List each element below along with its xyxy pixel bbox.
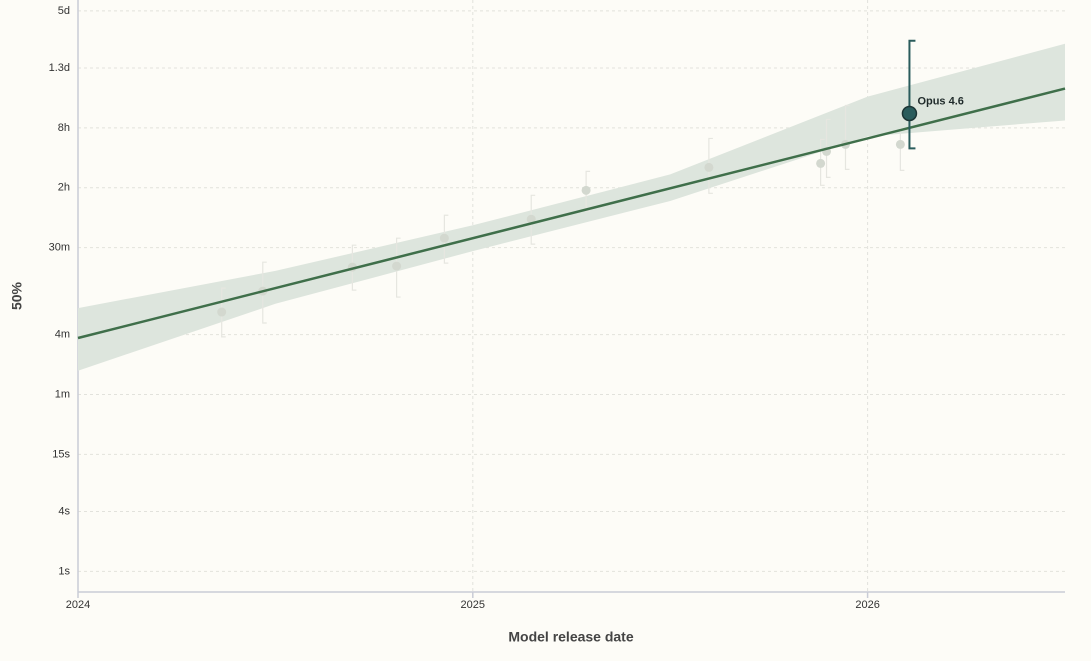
error-bar (844, 104, 850, 170)
y-tick-label: 15s (52, 448, 70, 460)
data-point (895, 139, 905, 149)
error-bar (899, 127, 905, 171)
y-tick-label: 5d (58, 5, 70, 17)
x-tick-label: 2025 (461, 599, 485, 611)
data-point (816, 158, 826, 168)
x-tick-label: 2026 (855, 599, 879, 611)
y-tick-label: 1.3d (49, 62, 70, 74)
y-tick-label: 1s (58, 565, 70, 577)
highlight-error-bar (908, 39, 916, 150)
y-tick-label: 30m (49, 242, 70, 254)
trend-line (77, 87, 1066, 340)
y-tick-label: 2h (58, 182, 70, 194)
data-point (217, 307, 227, 317)
data-point (526, 214, 536, 224)
y-tick-label: 4m (55, 329, 70, 341)
y-tick-label: 4s (58, 505, 70, 517)
highlight-label: Opus 4.6 (917, 95, 963, 107)
x-tick-label: 2024 (66, 599, 90, 611)
y-axis-label: 50% (9, 281, 25, 310)
confidence-band (78, 43, 1065, 371)
y-tick-label: 8h (58, 122, 70, 134)
data-point (704, 162, 714, 172)
y-tick-label: 1m (55, 388, 70, 400)
data-point (581, 185, 591, 195)
data-point (439, 233, 449, 243)
highlight-point (901, 105, 918, 122)
x-axis-label: Model release date (508, 629, 633, 645)
data-point (392, 261, 402, 271)
